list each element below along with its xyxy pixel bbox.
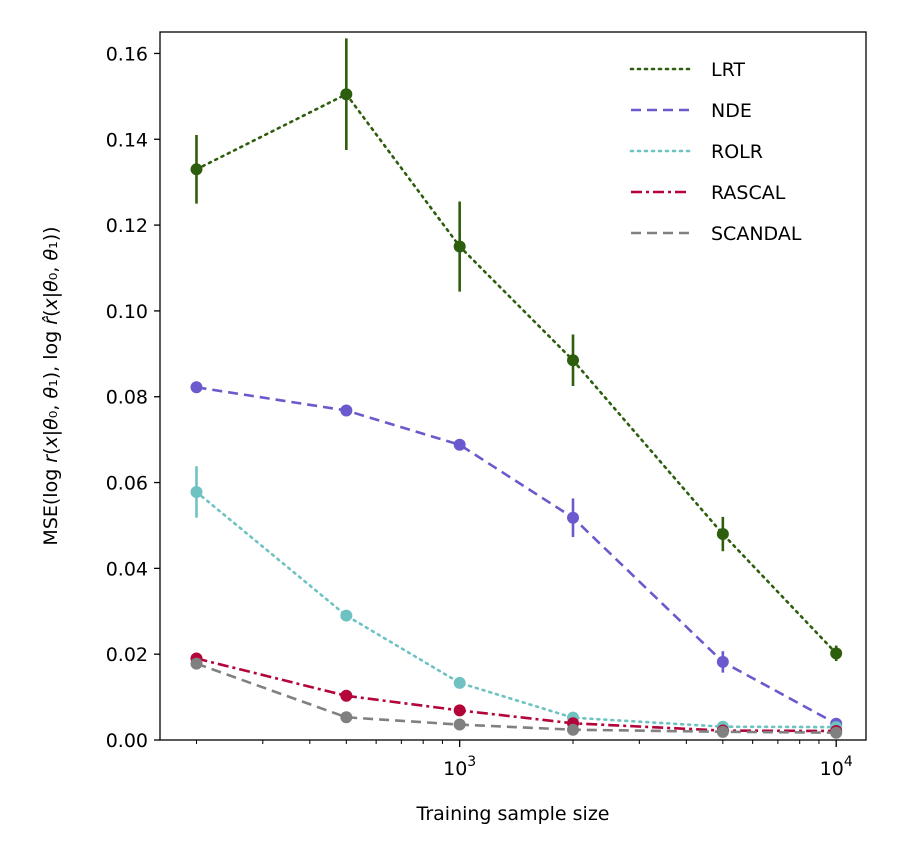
series-line-rolr: [197, 492, 837, 727]
legend-label-rascal: RASCAL: [711, 182, 786, 204]
data-point-nde: [190, 381, 202, 393]
data-point-rolr: [190, 486, 202, 498]
data-point-scandal: [190, 658, 202, 670]
data-point-lrt: [340, 88, 352, 100]
data-point-rolr: [340, 610, 352, 622]
legend-label-scandal: SCANDAL: [711, 223, 802, 245]
x-tick-label: 104: [820, 754, 853, 780]
data-point-rascal: [340, 690, 352, 702]
y-axis-label: MSE(log r(x|θ₀, θ₁), log r̂(x|θ₀, θ₁)): [40, 226, 62, 545]
plot-frame: [160, 32, 866, 740]
legend-item-rolr: ROLR: [631, 141, 763, 163]
data-point-lrt: [717, 528, 729, 540]
y-tick-label: 0.04: [106, 558, 148, 580]
data-point-nde: [717, 656, 729, 668]
data-point-lrt: [830, 647, 842, 659]
y-tick-label: 0.02: [106, 644, 148, 666]
data-point-nde: [340, 404, 352, 416]
legend-item-rascal: RASCAL: [631, 182, 786, 204]
data-point-scandal: [454, 719, 466, 731]
data-point-scandal: [340, 711, 352, 723]
legend: LRT NDE ROLR RASCAL SCANDAL: [631, 59, 802, 245]
legend-label-lrt: LRT: [711, 59, 745, 81]
series-rascal: [190, 652, 842, 737]
data-point-lrt: [567, 354, 579, 366]
data-point-lrt: [190, 163, 202, 175]
series-line-scandal: [197, 664, 837, 733]
y-tick-label: 0.06: [106, 473, 148, 495]
y-tick-label: 0.14: [106, 129, 148, 151]
legend-item-nde: NDE: [631, 100, 752, 122]
data-point-rolr: [454, 677, 466, 689]
series-rolr: [190, 466, 842, 733]
y-tick-label: 0.00: [106, 730, 148, 752]
y-tick-label: 0.16: [106, 43, 148, 65]
x-tick-label: 103: [443, 754, 476, 780]
legend-label-nde: NDE: [711, 100, 752, 122]
data-point-scandal: [567, 724, 579, 736]
data-point-nde: [454, 439, 466, 451]
series-line-nde: [197, 387, 837, 723]
legend-item-scandal: SCANDAL: [631, 223, 802, 245]
chart: 0.00 0.02 0.04 0.06 0.08 0.10 0.12 0.14 0.16 103 1…: [0, 0, 900, 868]
data-point-scandal: [830, 727, 842, 739]
data-point-scandal: [717, 726, 729, 738]
data-point-rascal: [454, 704, 466, 716]
y-tick-label: 0.08: [106, 387, 148, 409]
series-line-rascal: [197, 659, 837, 732]
data-point-nde: [567, 512, 579, 524]
data-point-lrt: [454, 241, 466, 253]
series-line-lrt: [197, 94, 837, 653]
y-tick-label: 0.12: [106, 215, 148, 237]
legend-item-lrt: LRT: [631, 59, 745, 81]
x-axis-label: Training sample size: [416, 803, 610, 825]
y-tick-label: 0.10: [106, 301, 148, 323]
legend-label-rolr: ROLR: [711, 141, 763, 163]
